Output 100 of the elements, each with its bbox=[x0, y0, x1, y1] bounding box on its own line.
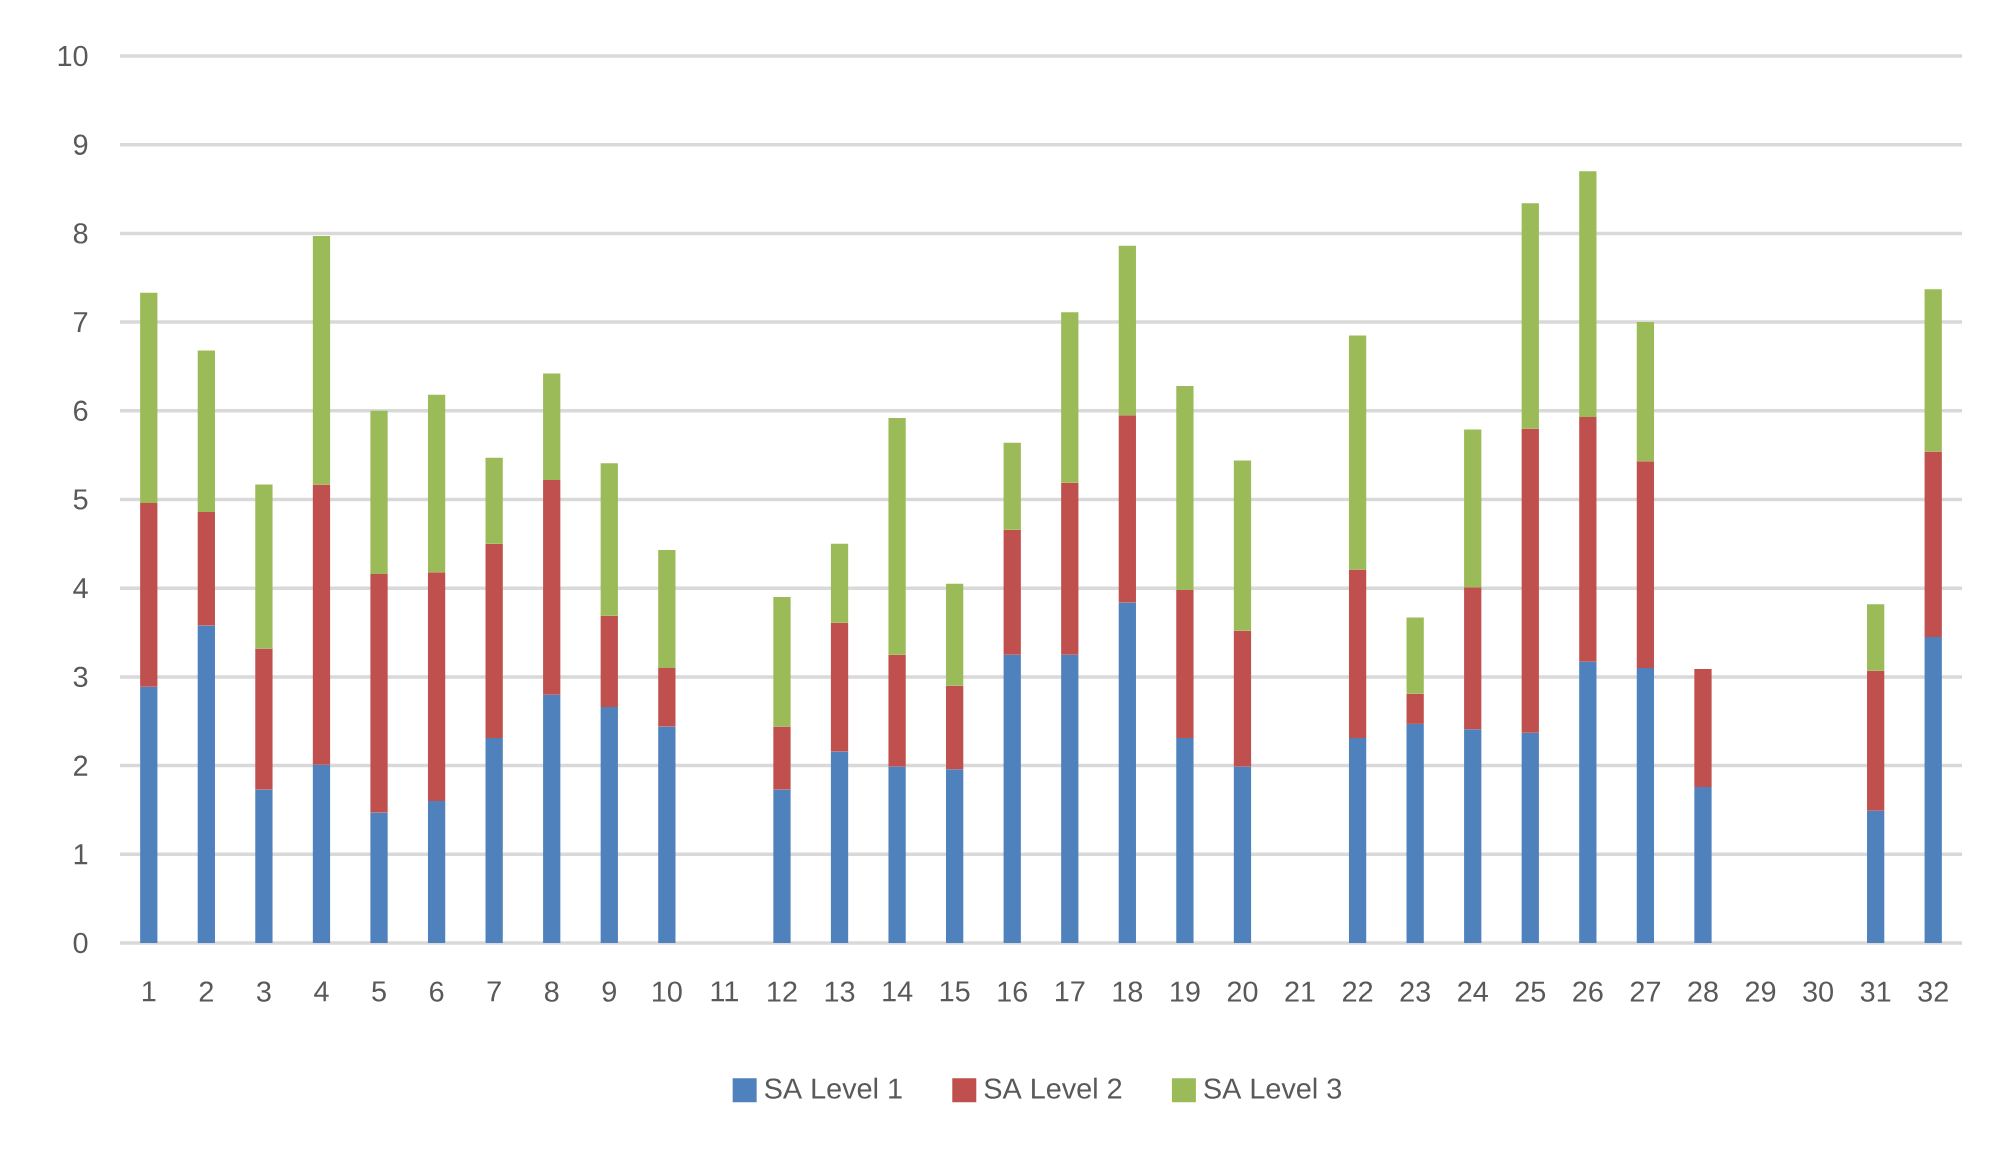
bar bbox=[485, 457, 503, 544]
x-tick-label: 3 bbox=[257, 981, 271, 1002]
x-tick-label: 32 bbox=[1918, 981, 1948, 1002]
bar bbox=[1348, 569, 1367, 739]
bar bbox=[1636, 461, 1655, 669]
bar bbox=[1636, 322, 1655, 462]
bar bbox=[370, 812, 388, 943]
x-tick-label: 15 bbox=[940, 981, 970, 1002]
x-tick-label: 7 bbox=[487, 981, 501, 1002]
bar bbox=[197, 511, 215, 626]
legend-label: SA Level 2 bbox=[984, 1077, 1122, 1099]
bar bbox=[1694, 668, 1712, 787]
bar bbox=[1118, 245, 1136, 416]
bar bbox=[1867, 670, 1885, 811]
x-tick-label: 16 bbox=[998, 981, 1027, 1002]
bar bbox=[1579, 417, 1597, 662]
bar bbox=[543, 694, 561, 943]
bar bbox=[1061, 654, 1079, 943]
bar bbox=[1118, 415, 1136, 603]
bar bbox=[888, 417, 906, 655]
x-tick-label: 29 bbox=[1745, 981, 1776, 1002]
x-tick-label: 6 bbox=[430, 981, 444, 1002]
bar bbox=[1061, 482, 1079, 655]
bar bbox=[1694, 786, 1712, 943]
bar bbox=[140, 292, 158, 504]
bar bbox=[1521, 203, 1539, 429]
bar bbox=[1233, 766, 1252, 943]
bar bbox=[312, 236, 331, 485]
bar bbox=[600, 707, 618, 943]
y-tick-label: 3 bbox=[73, 666, 88, 688]
x-tick-label: 22 bbox=[1343, 981, 1373, 1002]
bar bbox=[1003, 529, 1021, 655]
bar bbox=[658, 726, 676, 943]
bar bbox=[1924, 636, 1942, 943]
bar bbox=[312, 764, 331, 943]
bar bbox=[427, 572, 446, 802]
bar bbox=[1636, 668, 1655, 943]
y-tick-label: 0 bbox=[73, 932, 88, 954]
bar bbox=[1464, 729, 1482, 943]
bar bbox=[1579, 661, 1597, 943]
bar bbox=[1464, 429, 1482, 588]
x-tick-label: 18 bbox=[1113, 981, 1143, 1002]
y-tick-label: 7 bbox=[74, 312, 88, 333]
bar bbox=[370, 410, 388, 574]
x-tick-label: 28 bbox=[1688, 981, 1718, 1002]
y-tick-label: 2 bbox=[74, 755, 88, 776]
x-tick-label: 14 bbox=[883, 981, 913, 1002]
x-tick-label: 21 bbox=[1285, 981, 1315, 1002]
x-tick-label: 26 bbox=[1573, 981, 1603, 1002]
bar bbox=[197, 350, 215, 512]
bar bbox=[255, 789, 273, 943]
x-tick-label: 27 bbox=[1630, 981, 1661, 1002]
bar bbox=[140, 503, 158, 687]
x-tick-label: 1 bbox=[142, 981, 156, 1002]
x-tick-label: 5 bbox=[372, 981, 386, 1002]
x-tick-label: 17 bbox=[1055, 981, 1085, 1002]
y-tick-label: 5 bbox=[73, 489, 88, 510]
x-tick-label: 20 bbox=[1227, 981, 1258, 1002]
y-tick-label: 10 bbox=[58, 45, 88, 67]
x-tick-label: 12 bbox=[768, 981, 797, 1002]
bar bbox=[1521, 732, 1539, 943]
bar bbox=[1406, 617, 1424, 694]
bar bbox=[773, 726, 791, 790]
x-tick-label: 8 bbox=[544, 981, 559, 1002]
bar bbox=[1348, 335, 1367, 570]
x-tick-label: 31 bbox=[1860, 981, 1891, 1002]
x-tick-label: 10 bbox=[653, 981, 682, 1002]
bar bbox=[1867, 604, 1885, 671]
bar bbox=[1464, 587, 1482, 730]
y-tick-label: 6 bbox=[74, 400, 88, 421]
bar bbox=[1176, 385, 1194, 590]
bar bbox=[773, 597, 791, 727]
y-tick-label: 4 bbox=[73, 578, 88, 599]
bar bbox=[427, 394, 446, 573]
bar bbox=[1233, 460, 1252, 631]
x-tick-label: 24 bbox=[1458, 981, 1488, 1002]
x-tick-label: 25 bbox=[1515, 981, 1546, 1002]
bar bbox=[1003, 654, 1021, 943]
bar bbox=[140, 686, 158, 943]
bar bbox=[1579, 171, 1597, 418]
y-tick-label: 1 bbox=[74, 844, 88, 865]
bar bbox=[946, 769, 964, 943]
bar bbox=[370, 574, 388, 813]
x-tick-label: 19 bbox=[1171, 981, 1200, 1002]
bar bbox=[485, 543, 503, 739]
bar bbox=[312, 484, 331, 765]
x-tick-label: 2 bbox=[199, 981, 213, 1002]
bar bbox=[600, 615, 618, 708]
bar bbox=[946, 685, 964, 770]
bar bbox=[658, 668, 676, 727]
bar bbox=[946, 583, 964, 686]
bar bbox=[888, 654, 906, 767]
bar bbox=[485, 738, 503, 943]
x-tick-label: 9 bbox=[602, 981, 616, 1002]
bar bbox=[830, 543, 849, 623]
bar bbox=[1176, 589, 1194, 739]
bar bbox=[197, 625, 215, 943]
bar bbox=[1924, 289, 1942, 452]
bar bbox=[1867, 810, 1885, 943]
bar bbox=[658, 550, 676, 669]
